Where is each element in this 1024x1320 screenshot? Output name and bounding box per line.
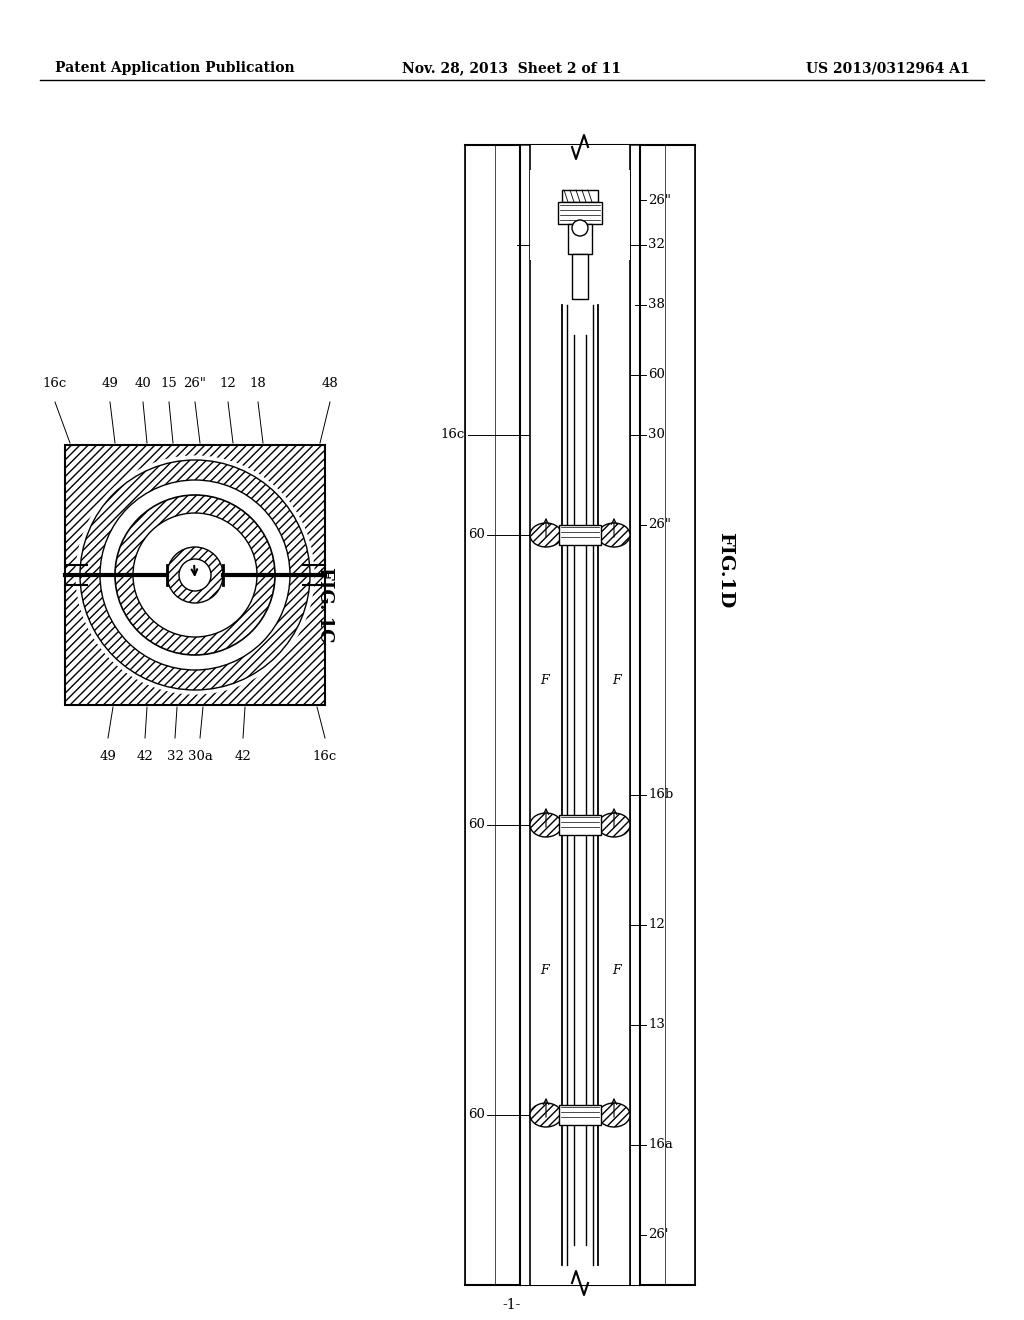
Text: F: F bbox=[611, 964, 621, 977]
Text: 13: 13 bbox=[648, 1019, 665, 1031]
Bar bbox=[562, 190, 598, 202]
Text: 48: 48 bbox=[322, 378, 338, 389]
Bar bbox=[559, 1105, 601, 1125]
Circle shape bbox=[179, 558, 211, 591]
Text: 49: 49 bbox=[99, 750, 117, 763]
Bar bbox=[598, 147, 630, 510]
Bar bbox=[630, 145, 640, 1284]
Bar bbox=[558, 202, 602, 224]
Ellipse shape bbox=[598, 523, 630, 546]
Text: 16c: 16c bbox=[313, 750, 337, 763]
Text: 30a: 30a bbox=[187, 750, 212, 763]
Text: -1-: -1- bbox=[503, 1298, 521, 1312]
Circle shape bbox=[133, 513, 257, 638]
Text: 16a: 16a bbox=[648, 1138, 673, 1151]
Ellipse shape bbox=[530, 1104, 562, 1127]
Bar bbox=[665, 145, 695, 1284]
Bar bbox=[559, 814, 601, 836]
Text: 15: 15 bbox=[161, 378, 177, 389]
Text: FIG. 1C: FIG. 1C bbox=[316, 568, 334, 643]
Bar bbox=[530, 170, 557, 260]
Circle shape bbox=[76, 455, 314, 694]
Text: 60: 60 bbox=[468, 1109, 485, 1122]
Text: F: F bbox=[540, 964, 548, 977]
Bar bbox=[603, 170, 630, 260]
Text: 60: 60 bbox=[468, 528, 485, 541]
Text: 42: 42 bbox=[234, 750, 251, 763]
Ellipse shape bbox=[598, 813, 630, 837]
Text: F: F bbox=[611, 673, 621, 686]
Bar bbox=[530, 560, 562, 800]
Bar bbox=[598, 560, 630, 800]
Text: 60: 60 bbox=[648, 368, 665, 381]
Ellipse shape bbox=[530, 523, 562, 546]
Text: F: F bbox=[540, 673, 548, 686]
Text: 60: 60 bbox=[468, 818, 485, 832]
Bar bbox=[530, 850, 562, 1090]
Bar bbox=[520, 145, 530, 1284]
Text: 42: 42 bbox=[136, 750, 154, 763]
Bar bbox=[530, 147, 562, 510]
Bar bbox=[559, 525, 601, 545]
Bar bbox=[530, 145, 630, 1284]
Bar bbox=[65, 445, 325, 705]
Bar bbox=[630, 145, 640, 1284]
Bar bbox=[465, 145, 495, 1284]
Bar bbox=[598, 850, 630, 1090]
Text: 26": 26" bbox=[648, 194, 671, 206]
Ellipse shape bbox=[530, 813, 562, 837]
Bar bbox=[465, 145, 495, 1284]
Text: 12: 12 bbox=[648, 919, 665, 932]
Bar bbox=[567, 305, 593, 1265]
Text: 40: 40 bbox=[134, 378, 152, 389]
Bar bbox=[568, 224, 592, 253]
Text: US 2013/0312964 A1: US 2013/0312964 A1 bbox=[806, 61, 970, 75]
Text: 12: 12 bbox=[219, 378, 237, 389]
Bar bbox=[665, 145, 695, 1284]
Bar bbox=[530, 1140, 562, 1283]
Text: 30: 30 bbox=[648, 429, 665, 441]
Text: 26': 26' bbox=[648, 1229, 669, 1242]
Circle shape bbox=[100, 480, 290, 671]
Text: 32: 32 bbox=[167, 750, 183, 763]
Bar bbox=[598, 1140, 630, 1283]
Text: 26": 26" bbox=[648, 519, 671, 532]
Text: 32: 32 bbox=[648, 239, 665, 252]
Text: 16b: 16b bbox=[648, 788, 673, 801]
Circle shape bbox=[572, 220, 588, 236]
Text: 49: 49 bbox=[101, 378, 119, 389]
Bar bbox=[520, 145, 530, 1284]
Ellipse shape bbox=[598, 1104, 630, 1127]
Text: Patent Application Publication: Patent Application Publication bbox=[55, 61, 295, 75]
Text: 16c: 16c bbox=[440, 429, 465, 441]
Text: Nov. 28, 2013  Sheet 2 of 11: Nov. 28, 2013 Sheet 2 of 11 bbox=[402, 61, 622, 75]
Bar bbox=[572, 253, 588, 300]
Text: 38: 38 bbox=[648, 298, 665, 312]
Text: FIG.1D: FIG.1D bbox=[716, 532, 734, 609]
Text: 18: 18 bbox=[250, 378, 266, 389]
Text: 16c: 16c bbox=[43, 378, 68, 389]
Text: 26": 26" bbox=[183, 378, 207, 389]
Bar bbox=[65, 445, 325, 705]
